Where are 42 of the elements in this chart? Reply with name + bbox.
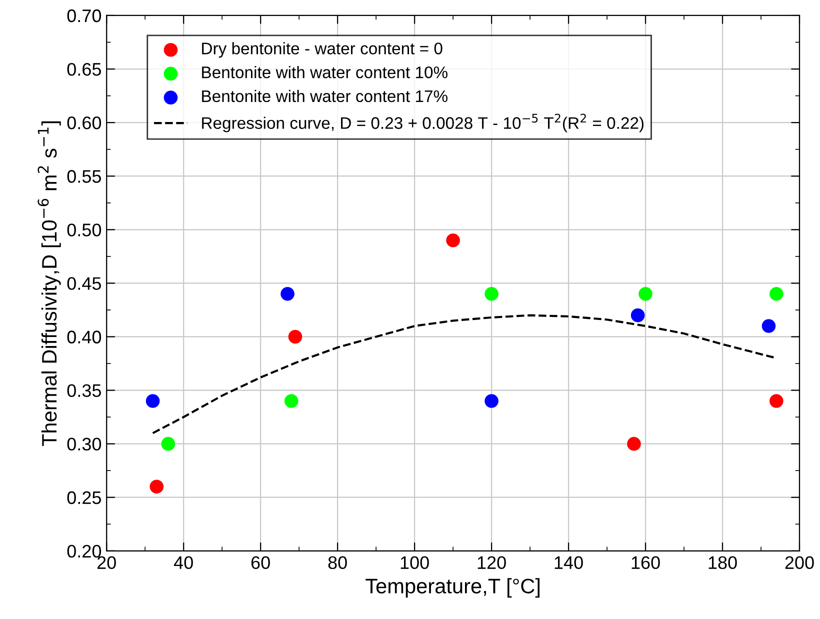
legend-label: Bentonite with water content 10% bbox=[202, 66, 448, 78]
legend-label: Regression curve, D = 0.23 + 0.0028 T - 10$^{−5}$ T$^{2}$(R$^{2}$ = 0.22) bbox=[202, 114, 644, 132]
y-tick-label: 0.20 bbox=[67, 544, 102, 558]
y-tick-label: 0.65 bbox=[67, 62, 101, 76]
point bbox=[146, 394, 160, 408]
legend-label: Dry bentonite - water content = 0 bbox=[202, 42, 442, 58]
y-axis-title: Thermal Diffusivity,D [10$^{−6}$ m$^{2}$ s$^{−1}$] bbox=[38, 121, 61, 446]
y-tick-label: 0.30 bbox=[67, 438, 102, 451]
point bbox=[280, 286, 294, 301]
y-tick-label: 0.60 bbox=[67, 116, 102, 130]
x-tick-label: 20 bbox=[97, 556, 116, 570]
point bbox=[627, 436, 641, 451]
x-axis-title: Temperature,T [°C] bbox=[366, 578, 540, 598]
x-tick-label: 160 bbox=[632, 556, 660, 570]
legend-label: Bentonite with water content 17% bbox=[202, 90, 448, 102]
x-tick-label: 180 bbox=[708, 556, 737, 570]
x-tick-label: 100 bbox=[400, 556, 429, 570]
y-tick-label: 0.50 bbox=[67, 224, 102, 236]
y-tick-label: 0.45 bbox=[67, 277, 101, 290]
point bbox=[638, 286, 652, 301]
point bbox=[484, 394, 498, 408]
point bbox=[484, 286, 498, 301]
x-tick-label: 120 bbox=[478, 556, 506, 570]
x-tick-label: 140 bbox=[554, 556, 583, 570]
y-tick-label: 0.40 bbox=[67, 330, 102, 344]
x-tick-label: 80 bbox=[328, 556, 347, 570]
y-tick-label: 0.70 bbox=[67, 9, 102, 22]
point bbox=[446, 233, 460, 248]
x-tick-label: 40 bbox=[174, 556, 193, 570]
y-tick-label: 0.25 bbox=[67, 491, 101, 504]
x-tick-label: 60 bbox=[251, 556, 270, 570]
point bbox=[630, 308, 645, 322]
point bbox=[769, 286, 784, 301]
x-tick-label: 200 bbox=[785, 556, 814, 570]
point bbox=[161, 436, 176, 451]
point bbox=[284, 394, 298, 408]
point bbox=[769, 394, 784, 408]
point bbox=[150, 480, 164, 494]
point bbox=[762, 319, 776, 333]
point bbox=[288, 330, 302, 344]
y-tick-label: 0.35 bbox=[67, 384, 101, 397]
y-tick-label: 0.55 bbox=[67, 170, 101, 183]
